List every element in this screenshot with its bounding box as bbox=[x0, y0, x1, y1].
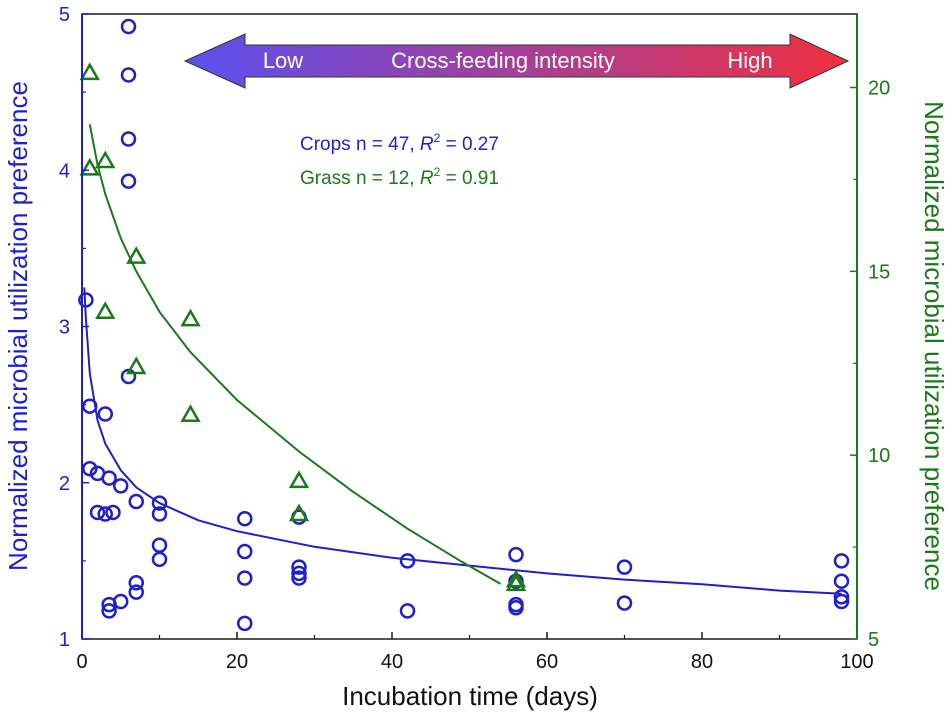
crops-point bbox=[101, 603, 117, 619]
crops-point bbox=[237, 510, 253, 527]
crops-point bbox=[833, 553, 850, 569]
crops-point bbox=[128, 575, 144, 591]
x-tick-label: 40 bbox=[381, 651, 403, 673]
grass-point bbox=[180, 404, 201, 422]
crops-point bbox=[89, 504, 106, 521]
arrow-high-label: High bbox=[727, 48, 772, 73]
crops-point bbox=[151, 495, 168, 511]
y-right-tick-label: 20 bbox=[868, 78, 890, 100]
crops-point bbox=[616, 595, 633, 611]
crops-fit-line bbox=[83, 287, 842, 595]
y-left-tick-label: 2 bbox=[59, 473, 70, 495]
crops-point bbox=[120, 131, 137, 147]
y-left-tick-label: 4 bbox=[59, 160, 70, 182]
grass-point bbox=[95, 301, 116, 320]
x-axis: 0 20 40 60 80 100 bbox=[76, 632, 874, 673]
crops-point bbox=[237, 543, 253, 560]
crops-point bbox=[97, 506, 113, 522]
grass-point bbox=[126, 246, 147, 264]
crops-point bbox=[120, 18, 137, 35]
crops-point bbox=[833, 573, 850, 589]
crops-annotation: Crops n = 47, R2 = 0.27 bbox=[300, 131, 499, 155]
crops-point bbox=[120, 67, 137, 83]
y-axis-right: 5 10 15 20 bbox=[850, 14, 890, 651]
crops-point bbox=[399, 603, 416, 619]
crops-point bbox=[128, 584, 144, 600]
grass-annotation: Grass n = 12, R2 = 0.91 bbox=[300, 165, 499, 189]
crops-point bbox=[97, 406, 113, 422]
arrow-low-label: Low bbox=[263, 48, 303, 73]
crops-point bbox=[616, 559, 633, 575]
grass-fit-line bbox=[88, 124, 501, 585]
crops-point bbox=[120, 173, 137, 189]
x-tick-label: 20 bbox=[226, 651, 248, 673]
crops-series bbox=[78, 18, 850, 632]
x-axis-title: Incubation time (days) bbox=[342, 681, 598, 711]
y-left-tick-label: 5 bbox=[59, 4, 70, 26]
grass-point bbox=[126, 356, 147, 375]
x-tick-label: 60 bbox=[536, 651, 558, 673]
crops-point bbox=[151, 506, 168, 522]
crops-point bbox=[237, 570, 253, 586]
arrow-shape bbox=[183, 33, 850, 89]
crops-point bbox=[105, 504, 121, 521]
crops-point bbox=[82, 398, 98, 414]
arrow-middle-label: Cross-feeding intensity bbox=[391, 48, 615, 73]
crops-point bbox=[291, 559, 307, 575]
y-axis-left: 1 2 3 4 5 bbox=[59, 4, 89, 651]
cross-feeding-arrow: Low Cross-feeding intensity High bbox=[183, 33, 850, 89]
y-left-tick-label: 1 bbox=[59, 629, 70, 651]
grass-point bbox=[180, 308, 201, 327]
crops-point bbox=[128, 493, 144, 510]
x-tick-label: 100 bbox=[840, 651, 873, 673]
crops-point bbox=[78, 292, 94, 308]
crops-point bbox=[833, 589, 850, 605]
crops-point bbox=[833, 593, 850, 610]
grass-point bbox=[79, 62, 100, 81]
crops-point bbox=[399, 553, 416, 569]
crops-point bbox=[82, 460, 98, 477]
y-left-tick-label: 3 bbox=[59, 317, 70, 339]
crops-point bbox=[508, 546, 524, 563]
grass-point bbox=[505, 569, 527, 588]
y-right-tick-label: 10 bbox=[868, 445, 890, 467]
crops-point bbox=[291, 570, 307, 586]
grass-point bbox=[288, 503, 310, 522]
crops-point bbox=[151, 537, 168, 553]
x-tick-label: 80 bbox=[691, 651, 713, 673]
grass-series bbox=[79, 62, 527, 592]
y-right-tick-label: 15 bbox=[868, 261, 890, 283]
crops-point bbox=[508, 600, 524, 616]
crops-point bbox=[291, 565, 307, 582]
crops-point bbox=[101, 470, 117, 486]
grass-point bbox=[79, 157, 100, 176]
y-axis-left-title: Normalized microbial utilization prefere… bbox=[3, 81, 33, 571]
y-axis-right-title: Normalized microbial utilization prefere… bbox=[919, 101, 949, 591]
y-right-tick-label: 5 bbox=[868, 629, 879, 651]
grass-point bbox=[288, 470, 310, 489]
plot-frame bbox=[81, 13, 858, 640]
crops-point bbox=[237, 615, 253, 632]
x-tick-label: 0 bbox=[76, 651, 87, 673]
crops-point bbox=[113, 478, 129, 494]
crops-point bbox=[113, 593, 129, 610]
grass-point bbox=[505, 573, 527, 592]
crops-point bbox=[151, 551, 168, 568]
grass-point bbox=[95, 150, 116, 169]
